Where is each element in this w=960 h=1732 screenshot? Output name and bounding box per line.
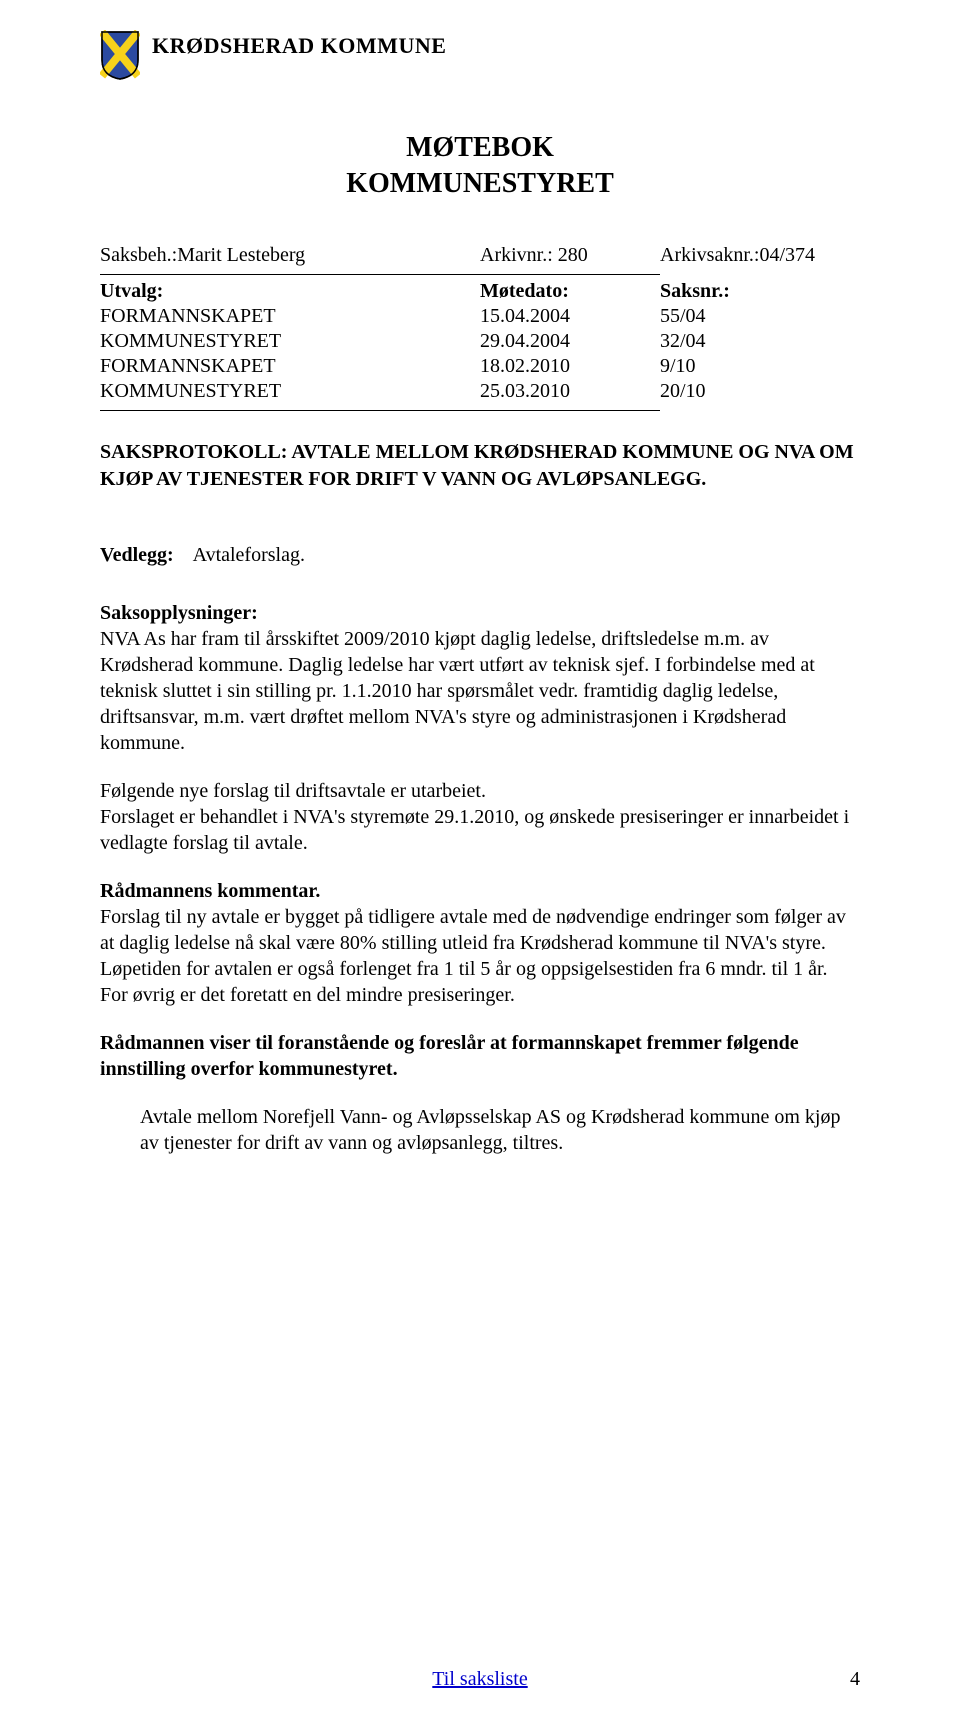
document-header: KRØDSHERAD KOMMUNE [100,30,860,80]
utvalg-cell: KOMMUNESTYRET [100,379,480,404]
title-line-1: MØTEBOK [406,132,554,163]
saksliste-link[interactable]: Til saksliste [432,1667,527,1692]
resolution: Avtale mellom Norefjell Vann- og Avløpss… [100,1104,860,1156]
radmann-body-1: Forslag til ny avtale er bygget på tidli… [100,906,846,954]
col-utvalg-header: Utvalg: [100,279,480,304]
recommendation: Rådmannen viser til foranstående og fore… [100,1030,860,1082]
saksopplys-body: NVA As har fram til årsskiftet 2009/2010… [100,628,815,754]
saksnr-cell: 55/04 [660,304,860,329]
arkivnr-value: 280 [558,244,588,266]
radmann-label: Rådmannens kommentar. [100,880,320,902]
vedlegg-section: Vedlegg: Avtaleforslag. [100,543,860,568]
radmann-body-3: For øvrig er det foretatt en del mindre … [100,984,515,1006]
meta-header-row: Utvalg: Møtedato: Saksnr.: [100,279,860,304]
arkivsaknr-label: Arkivsaknr.: [660,244,759,266]
saksnr-cell: 9/10 [660,354,860,379]
meta-row: KOMMUNESTYRET 29.04.2004 32/04 [100,329,860,354]
vedlegg-label: Vedlegg: [100,544,174,566]
title-line-2: KOMMUNESTYRET [346,168,614,199]
meta-row: FORMANNSKAPET 15.04.2004 55/04 [100,304,860,329]
arkivnr-label: Arkivnr.: [480,244,553,266]
document-title: MØTEBOK KOMMUNESTYRET [100,130,860,203]
col-saksnr-header: Saksnr.: [660,279,860,304]
dato-cell: 18.02.2010 [480,354,660,379]
saksopplysninger-section: Saksopplysninger: NVA As har fram til år… [100,600,860,756]
footer: Til saksliste [0,1667,960,1692]
meta-top-row: Saksbeh.:Marit Lesteberg Arkivnr.: 280 A… [100,243,860,268]
page-number: 4 [850,1667,860,1692]
forslag-line-2: Forslaget er behandlet i NVA's styremøte… [100,806,849,854]
forslag-line-1: Følgende nye forslag til driftsavtale er… [100,780,486,802]
org-name: KRØDSHERAD KOMMUNE [152,30,446,60]
case-title: SAKSPROTOKOLL: AVTALE MELLOM KRØDSHERAD … [100,439,860,493]
arkivsaknr-value: 04/374 [759,244,815,266]
dato-cell: 15.04.2004 [480,304,660,329]
dato-cell: 25.03.2010 [480,379,660,404]
vedlegg-value: Avtaleforslag. [193,544,305,566]
col-motedato-header: Møtedato: [480,279,660,304]
meta-row: FORMANNSKAPET 18.02.2010 9/10 [100,354,860,379]
radmann-body-2: Løpetiden for avtalen er også forlenget … [100,958,828,980]
utvalg-cell: FORMANNSKAPET [100,354,480,379]
saksnr-cell: 20/10 [660,379,860,404]
saksnr-cell: 32/04 [660,329,860,354]
utvalg-cell: KOMMUNESTYRET [100,329,480,354]
utvalg-cell: FORMANNSKAPET [100,304,480,329]
dato-cell: 29.04.2004 [480,329,660,354]
divider [100,274,660,275]
radmann-section: Rådmannens kommentar. Forslag til ny avt… [100,878,860,1008]
shield-icon [100,30,140,80]
saksopplys-label: Saksopplysninger: [100,602,258,624]
saksbeh-value: Marit Lesteberg [177,244,305,266]
divider [100,410,660,411]
saksbeh-label: Saksbeh.: [100,244,177,266]
meta-row: KOMMUNESTYRET 25.03.2010 20/10 [100,379,860,404]
forslag-paragraph: Følgende nye forslag til driftsavtale er… [100,778,860,856]
